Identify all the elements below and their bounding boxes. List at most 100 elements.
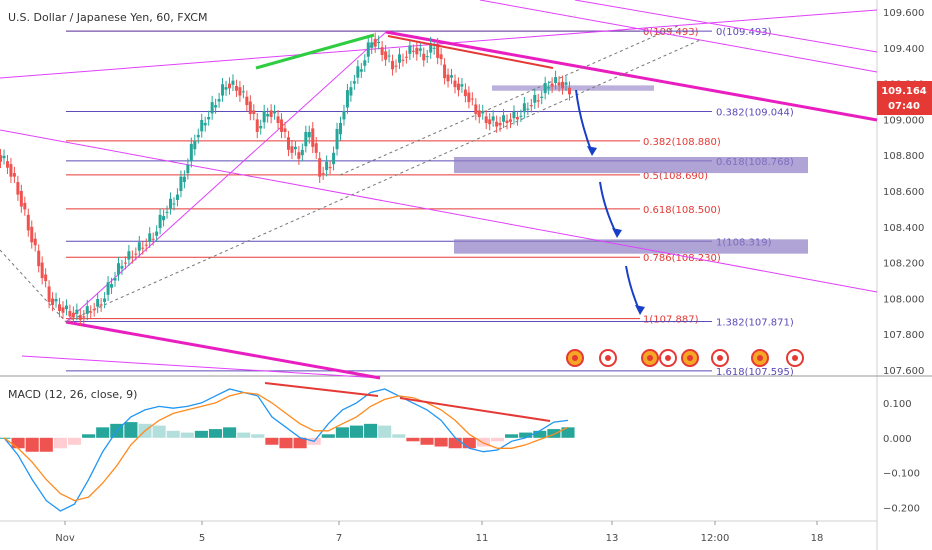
last-price-tag-bg	[877, 81, 932, 115]
price-tick-label: 109.600	[883, 8, 924, 19]
trendline-dashed[interactable]	[65, 39, 701, 323]
time-tick-label: 11	[476, 533, 489, 544]
macd-tick-label: 0.100	[883, 399, 912, 410]
channel-line[interactable]	[0, 129, 878, 293]
bearish-divergence-line[interactable]	[387, 35, 554, 69]
trendline-dashed[interactable]	[339, 24, 681, 176]
candle-body	[248, 101, 252, 115]
candle-body	[89, 311, 93, 313]
candle-body	[314, 143, 318, 153]
candle-body	[519, 115, 523, 117]
candle-body	[332, 152, 336, 165]
descending-trendline[interactable]	[385, 30, 878, 122]
candle-body	[467, 92, 471, 103]
candle-body	[352, 81, 356, 84]
candle-body	[328, 167, 332, 169]
candle-body	[557, 82, 561, 86]
candle-body	[307, 131, 311, 138]
candle-body	[397, 54, 401, 63]
candle-body	[179, 176, 183, 191]
resistance-zone[interactable]	[492, 85, 654, 91]
candle-body	[297, 152, 301, 159]
candle-body	[502, 115, 506, 122]
candle-body	[78, 315, 82, 320]
candle-body	[463, 89, 467, 97]
candle-body	[30, 226, 34, 243]
macd-histogram-bar	[208, 429, 223, 438]
time-tick-label: 5	[199, 533, 205, 544]
candle-body	[245, 96, 249, 106]
bullish-swing-line[interactable]	[255, 33, 375, 70]
channel-line[interactable]	[21, 355, 381, 379]
target-zone[interactable]	[454, 156, 808, 174]
macd-histogram-bar	[293, 437, 307, 449]
economic-events[interactable]	[566, 349, 804, 367]
analysis-annotations[interactable]	[255, 33, 645, 315]
macd-axis[interactable]: 0.100 0.000 −0.100 −0.200	[883, 399, 920, 515]
candle-body	[148, 233, 152, 242]
candle-body	[377, 41, 381, 44]
candle-body	[103, 298, 107, 302]
trendline-dashed[interactable]	[0, 249, 67, 323]
event-dot-icon	[572, 355, 578, 361]
candle-body	[526, 108, 530, 110]
candle-body	[429, 43, 433, 53]
lower-trendline[interactable]	[65, 320, 381, 380]
macd-histogram-bar	[406, 437, 420, 442]
candle-body	[37, 250, 41, 267]
candle-body	[96, 298, 100, 307]
channel-line[interactable]	[574, 0, 878, 53]
candle-body	[311, 128, 315, 147]
candle-body	[505, 120, 509, 123]
candle-body	[567, 87, 571, 95]
candle-body	[68, 310, 72, 317]
candle-body	[536, 100, 540, 102]
time-tick-label: 18	[811, 533, 824, 544]
candle-body	[349, 87, 353, 96]
candle-body	[418, 48, 422, 51]
last-price-value: 109.164	[881, 86, 927, 97]
fib-level-label: 0(109.493)	[643, 27, 699, 38]
channel-line[interactable]	[0, 9, 878, 79]
macd-histogram-bar	[223, 427, 237, 438]
candle-body	[280, 119, 284, 132]
fibonacci-retracement[interactable]: 0(109.493) 0.382(108.880) 0.5(108.690) 0.61…	[66, 27, 808, 378]
fib-ext-label: 1.382(107.871)	[716, 317, 794, 328]
candle-body	[266, 114, 270, 117]
macd-divergence-line[interactable]	[399, 397, 551, 422]
candle-body	[304, 131, 308, 147]
macd-divergence[interactable]	[264, 382, 551, 422]
candle-body	[210, 102, 214, 114]
last-price-tag: 109.164 07:40	[877, 81, 932, 115]
channel-line[interactable]	[479, 0, 878, 73]
candle-body	[370, 42, 374, 48]
fib-ext-label: 0(109.493)	[716, 27, 772, 38]
candle-body	[172, 203, 176, 205]
candle-body	[196, 134, 200, 138]
macd-histogram-bar	[25, 437, 39, 452]
candle-body	[335, 128, 339, 150]
candle-body	[207, 117, 211, 120]
candle-body	[99, 304, 103, 306]
candle-body	[120, 266, 124, 269]
candle-body	[16, 182, 20, 195]
macd-histogram-bar	[462, 437, 476, 449]
candle-body	[214, 105, 218, 108]
channel-lines[interactable]	[0, 0, 878, 380]
candle-body	[456, 83, 460, 91]
time-axis[interactable]: Nov 5 7 11 13 12:00 18	[55, 521, 823, 544]
candle-body	[5, 161, 9, 168]
candlestick-series	[0, 32, 571, 327]
macd-divergence-line[interactable]	[264, 382, 379, 397]
macd-histogram-bar	[519, 432, 533, 438]
candle-body	[394, 65, 398, 67]
candle-body	[387, 55, 391, 57]
candle-body	[252, 110, 256, 115]
candle-body	[110, 284, 114, 288]
price-tick-label: 107.600	[883, 366, 924, 377]
price-tick-label: 108.800	[883, 151, 924, 162]
candle-body	[224, 87, 228, 90]
candle-body	[415, 47, 419, 55]
candle-body	[82, 316, 86, 318]
